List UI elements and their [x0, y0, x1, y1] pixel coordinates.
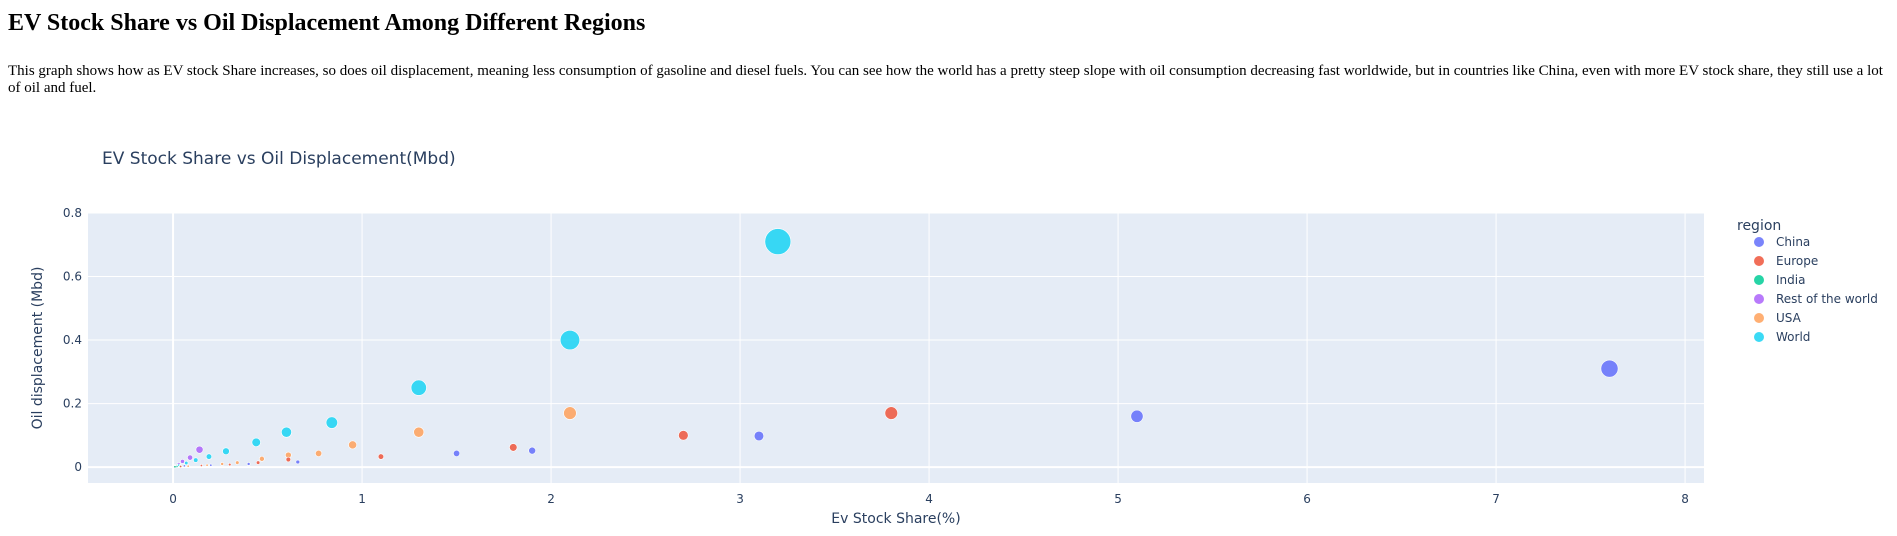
data-points [173, 228, 1619, 469]
data-point-europe[interactable] [228, 462, 232, 467]
y-tick-label: 0.6 [63, 270, 82, 284]
data-point-china[interactable] [1130, 409, 1144, 423]
data-point-usa[interactable] [235, 460, 240, 465]
x-tick-label: 2 [547, 492, 555, 506]
page-description: This graph shows how as EV stock Share i… [8, 63, 1883, 96]
data-point-usa[interactable] [348, 440, 357, 450]
data-point-world[interactable] [193, 457, 199, 463]
chart-title: EV Stock Share vs Oil Displacement(Mbd) [102, 149, 456, 169]
legend-item[interactable]: India [1754, 273, 1805, 287]
data-point-europe[interactable] [884, 406, 898, 420]
data-point-europe[interactable] [255, 460, 261, 465]
data-point-europe[interactable] [285, 456, 292, 463]
x-tick-label: 0 [169, 492, 177, 506]
data-point-india[interactable] [173, 465, 177, 469]
legend-label: China [1776, 235, 1810, 249]
data-point-usa[interactable] [315, 449, 323, 457]
data-point-usa[interactable] [186, 464, 190, 468]
legend-label: World [1776, 330, 1810, 344]
data-point-europe[interactable] [199, 464, 203, 468]
y-tick-label: 0.8 [63, 206, 82, 220]
data-point-europe[interactable] [678, 430, 689, 441]
legend-item[interactable]: China [1754, 235, 1810, 249]
data-point-china[interactable] [295, 459, 301, 465]
legend-marker [1754, 275, 1764, 285]
data-point-usa[interactable] [259, 456, 265, 462]
data-point-world[interactable] [559, 330, 581, 351]
legend-marker [1754, 256, 1764, 266]
data-point-rest-of-the-world[interactable] [195, 445, 204, 454]
data-point-china[interactable] [528, 446, 536, 455]
x-axis-label: Ev Stock Share(%) [831, 511, 960, 527]
legend-item[interactable]: Europe [1754, 254, 1818, 268]
data-point-world[interactable] [205, 453, 213, 460]
legend-label: India [1776, 273, 1805, 287]
legend-marker [1754, 332, 1764, 342]
data-point-world[interactable] [764, 228, 792, 255]
legend-title: region [1737, 218, 1781, 234]
legend-item[interactable]: Rest of the world [1754, 292, 1878, 306]
data-point-world[interactable] [325, 416, 338, 429]
gridlines [88, 212, 1704, 483]
legend-item[interactable]: USA [1754, 311, 1802, 325]
data-point-china[interactable] [182, 464, 186, 468]
x-tick-label: 6 [1303, 492, 1311, 506]
page-heading: EV Stock Share vs Oil Displacement Among… [8, 10, 646, 36]
data-point-world[interactable] [251, 437, 261, 447]
x-axis-ticks: 0 1 2 3 4 5 6 7 8 [169, 492, 1689, 506]
data-point-world[interactable] [410, 379, 427, 396]
y-tick-label: 0 [74, 460, 82, 474]
data-point-china[interactable] [753, 430, 765, 442]
plot-area [88, 213, 1704, 483]
data-point-china[interactable] [1600, 359, 1619, 378]
y-tick-label: 0.2 [63, 397, 82, 411]
legend-item[interactable]: World [1754, 330, 1810, 344]
data-point-europe[interactable] [179, 464, 183, 468]
legend-marker [1754, 313, 1764, 323]
legend-marker [1754, 237, 1764, 247]
data-point-usa[interactable] [220, 462, 225, 466]
y-axis-ticks: 0 0.2 0.4 0.6 0.8 [63, 206, 82, 474]
x-tick-label: 5 [1114, 492, 1122, 506]
data-point-rest-of-the-world[interactable] [187, 454, 194, 461]
data-point-europe[interactable] [377, 453, 385, 460]
y-tick-label: 0.4 [63, 333, 82, 347]
data-point-usa[interactable] [205, 463, 209, 467]
data-point-china[interactable] [209, 463, 213, 467]
y-axis-label: Oil displacement (Mbd) [30, 267, 46, 430]
x-tick-label: 7 [1492, 492, 1500, 506]
data-point-usa[interactable] [413, 426, 425, 438]
legend-label: USA [1776, 311, 1802, 325]
legend-label: Rest of the world [1776, 292, 1878, 306]
legend-label: Europe [1776, 254, 1818, 268]
data-point-rest-of-the-world[interactable] [180, 459, 185, 464]
x-tick-label: 4 [925, 492, 933, 506]
data-point-china[interactable] [246, 462, 251, 466]
data-point-world[interactable] [222, 447, 230, 455]
x-tick-label: 8 [1681, 492, 1689, 506]
data-point-china[interactable] [453, 449, 461, 457]
data-point-europe[interactable] [509, 443, 518, 452]
legend-marker [1754, 294, 1764, 304]
data-point-world[interactable] [281, 426, 292, 438]
data-point-usa[interactable] [563, 406, 577, 420]
legend: region China Europe India Rest of the world… [1737, 218, 1878, 344]
x-tick-label: 3 [736, 492, 744, 506]
data-point-world[interactable] [184, 460, 189, 466]
x-tick-label: 1 [358, 492, 366, 506]
